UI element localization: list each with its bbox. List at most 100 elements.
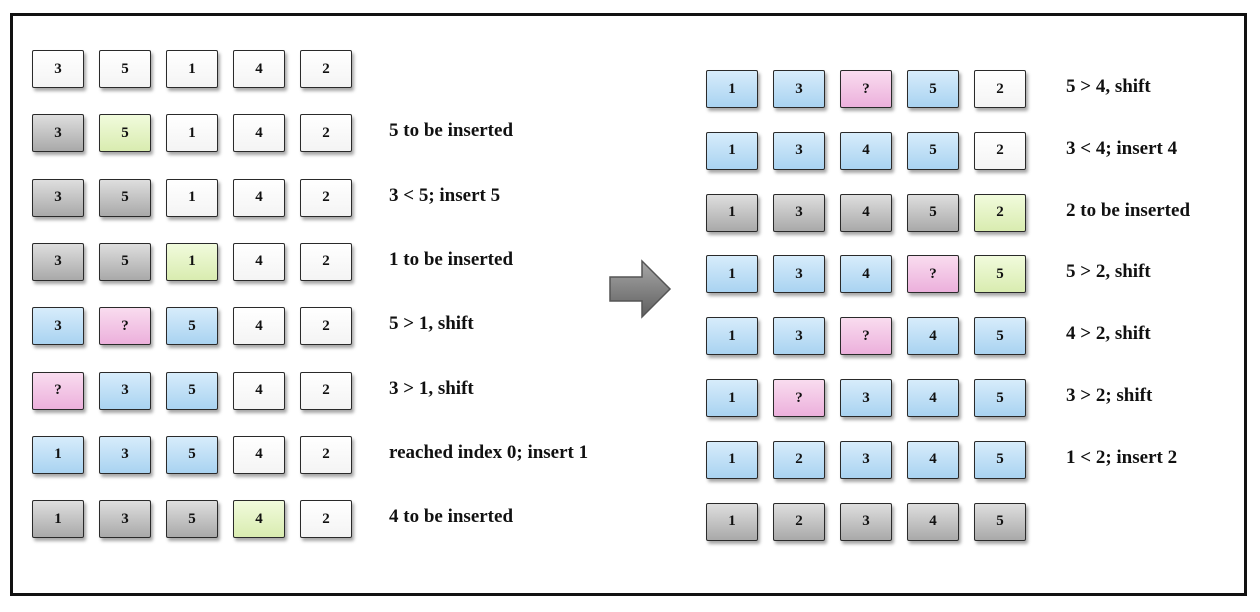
array-cell: 5 [974,255,1026,294]
array-cell: 3 [840,440,892,479]
step-row: 1 3? 5 2 5 > 4, shift [706,70,1260,110]
array-cell: 1 [706,379,758,417]
array-cell: 2 [300,371,352,410]
step-row: 1? 3 4 5 3 > 2; shift [706,379,1260,419]
array-cell: 3 [99,500,151,539]
array-cell: 2 [300,50,352,88]
array-cell: 4 [233,50,285,88]
array-cell: 4 [907,317,959,356]
step-row: 1 3? 4 5 4 > 2, shift [706,317,1260,357]
array-cell: 4 [840,131,892,170]
array-cell: 5 [99,50,151,88]
array-cell: 1 [706,440,758,479]
array-cell: ? [840,70,892,108]
array-cell: 1 [166,242,218,281]
array-cell: 5 [99,242,151,281]
array-cell: 2 [773,440,825,479]
array-cell: ? [773,379,825,417]
step-label: 2 to be inserted [1066,199,1191,221]
step-label: 5 > 4, shift [1066,76,1151,97]
array-cell: 3 [99,435,151,474]
array-cell: 2 [300,178,352,217]
step-label: 4 to be inserted [389,506,514,528]
array-cell: 1 [166,178,218,217]
step-label: 3 > 1, shift [389,377,474,399]
array-cell: ? [32,371,84,410]
step-label: reached index 0; insert 1 [389,441,589,463]
array-cell: 3 [773,317,825,356]
step-label: 5 to be inserted [389,120,514,142]
step-label: 3 > 2; shift [1066,385,1153,406]
array-cell: 5 [166,371,218,410]
array-cell: 3 [32,242,84,281]
array-cell: 5 [974,440,1026,479]
array-cell: 4 [233,307,285,346]
array-cell: 2 [300,114,352,153]
array-cell: 5 [974,317,1026,356]
array-cell: 1 [32,435,84,474]
array-cell: 5 [99,178,151,217]
step-label: 5 > 1, shift [389,313,474,335]
step-label: 1 < 2; insert 2 [1066,446,1178,468]
array-cell: 2 [300,242,352,281]
array-cell: 4 [233,500,285,539]
array-cell: 3 [840,502,892,541]
array-cell: 1 [706,70,758,108]
array-cell: 4 [233,242,285,281]
array-cell: 4 [907,379,959,417]
array-cell: 5 [974,502,1026,541]
array-cell: 3 [840,379,892,417]
step-label: 3 < 5; insert 5 [389,184,501,206]
array-cell: 5 [974,379,1026,417]
array-cell: 2 [300,435,352,474]
array-cell: 5 [907,131,959,170]
array-cell: 1 [706,502,758,541]
array-cell: 1 [166,114,218,153]
step-row: 1 3 5 4 2 reached index 0; insert 1 [32,435,632,476]
array-cell: 1 [706,131,758,170]
array-cell: 5 [907,193,959,232]
array-cell: 3 [32,178,84,217]
diagram-frame [10,13,1247,596]
array-cell: 3 [773,70,825,108]
array-cell: 3 [773,255,825,294]
array-cell: ? [99,307,151,346]
array-cell: ? [907,255,959,294]
array-cell: 4 [840,255,892,294]
step-label: 3 < 4; insert 4 [1066,137,1178,159]
right-arrow-icon [609,259,672,319]
array-cell: 5 [907,70,959,108]
array-cell: 1 [706,317,758,356]
array-cell: 4 [907,502,959,541]
array-cell: 4 [233,114,285,153]
array-cell: 5 [166,435,218,474]
array-cell: 2 [300,307,352,346]
array-cell: 1 [32,500,84,539]
step-row: 3? 5 4 2 5 > 1, shift [32,307,632,347]
array-cell: 3 [773,193,825,232]
step-row: ? 3 5 4 2 3 > 1, shift [32,371,632,412]
step-label: 4 > 2, shift [1066,323,1151,345]
step-row: 1 3 4? 5 5 > 2, shift [706,255,1260,295]
array-cell: 3 [99,371,151,410]
array-cell: 1 [706,255,758,294]
array-cell: 3 [773,131,825,170]
array-cell: 4 [233,371,285,410]
array-cell: 3 [32,114,84,153]
array-cell: 5 [166,307,218,346]
array-cell: 5 [166,500,218,539]
array-cell: 2 [974,70,1026,108]
array-cell: 3 [32,307,84,346]
step-label: 5 > 2, shift [1066,261,1151,283]
array-cell: 3 [32,50,84,88]
array-cell: 4 [233,435,285,474]
array-cell: 1 [166,50,218,88]
